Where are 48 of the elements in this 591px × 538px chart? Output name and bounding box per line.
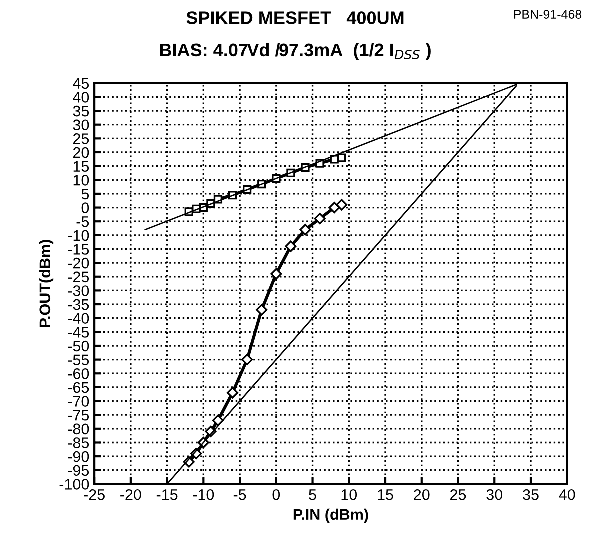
x-tick-label: 20 (414, 489, 430, 500)
y-tick-label: -90 (68, 451, 90, 462)
y-tick-label: -70 (68, 396, 90, 407)
y-tick-label: -40 (68, 313, 90, 324)
x-tick-label: 30 (486, 489, 503, 500)
y-tick-label: -35 (68, 299, 90, 310)
y-tick-label: -100 (60, 479, 90, 490)
y-tick-label: -50 (68, 340, 90, 352)
y-tick-label: 5 (82, 188, 90, 200)
y-tick-label: -25 (68, 272, 90, 283)
x-tick-label: 0 (272, 489, 280, 500)
x-tick-label: 5 (309, 490, 316, 500)
y-axis-title: P.OUT(dBm) (39, 240, 54, 328)
chart-title: SPIKED MESFET 400UM (186, 12, 404, 24)
y-tick-label: -85 (68, 438, 90, 448)
text: PBN-91-468 (514, 10, 582, 19)
x-tick-label: -5 (234, 490, 246, 500)
y-tick-label: 30 (73, 120, 90, 131)
y-tick-label: -65 (68, 382, 90, 394)
y-tick-label: 0 (82, 202, 90, 214)
y-tick-label: -75 (68, 410, 90, 421)
y-tick-label: 25 (73, 134, 90, 144)
x-tick-label: 25 (450, 489, 466, 500)
x-tick-label: 10 (342, 489, 358, 500)
y-tick-label: -15 (68, 244, 90, 255)
y-tick-label: 35 (73, 106, 90, 117)
y-tick-label: -10 (68, 230, 90, 242)
y-tick-label: 10 (74, 175, 90, 186)
x-axis-title: P.IN (dBm) (294, 508, 368, 524)
x-tick-label: 40 (559, 489, 576, 500)
x-tick-label: 15 (378, 490, 394, 500)
y-tick-label: -60 (68, 368, 90, 380)
x-tick-label: 35 (523, 489, 539, 500)
x-tick-label: -15 (156, 490, 178, 500)
y-tick-label: 45 (73, 78, 90, 90)
y-tick-label: -55 (68, 354, 90, 366)
y-tick-label: -30 (68, 286, 90, 296)
y-tick-label: -80 (68, 424, 90, 435)
y-tick-label: 40 (73, 92, 90, 103)
x-tick-label: -20 (120, 489, 142, 500)
y-tick-label: -95 (68, 465, 90, 476)
y-tick-label: -45 (68, 327, 90, 338)
y-tick-label: -20 (68, 258, 90, 269)
x-tick-label: -10 (193, 489, 214, 500)
y-tick-label: -5 (76, 216, 90, 228)
y-tick-label: 20 (73, 147, 90, 158)
chart-subtitle: BIAS: 4.07Vd /97.3mA (1/2 I$_{DSS}$ ) (160, 43, 431, 60)
y-tick-label: 15 (74, 161, 90, 172)
